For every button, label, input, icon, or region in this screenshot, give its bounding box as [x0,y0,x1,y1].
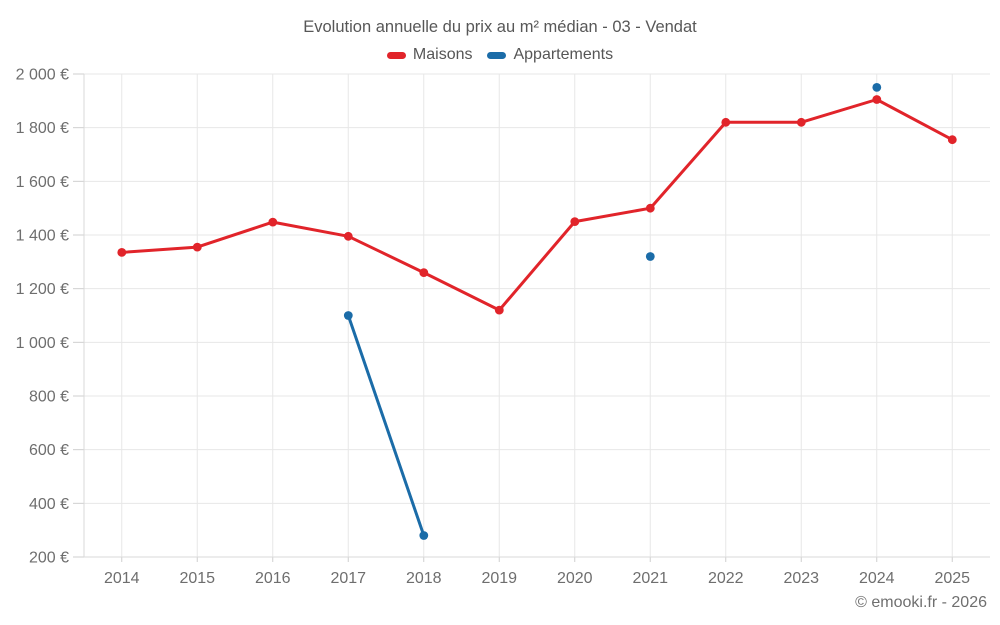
y-tick-label: 1 200 € [16,281,69,298]
data-point-maisons-2021[interactable] [645,203,655,213]
data-point-maisons-2024[interactable] [872,95,882,104]
legend: Maisons Appartements [0,46,1000,64]
data-point-maisons-2022[interactable] [721,117,731,127]
y-tick-label: 600 € [29,442,69,459]
y-tick-label: 1 400 € [16,228,69,245]
data-point-appartements-2018[interactable] [419,531,429,540]
data-point-appartements-2024[interactable] [872,83,882,92]
data-point-appartements-2017[interactable] [343,311,353,320]
x-tick-label: 2015 [179,570,215,587]
x-tick-label: 2021 [632,570,668,587]
y-tick-label: 1 600 € [16,174,69,191]
maisons-swatch-icon [386,51,406,59]
x-tick-label: 2017 [330,570,366,587]
x-tick-label: 2018 [406,570,442,587]
appartements-swatch-icon [487,51,507,59]
data-point-maisons-2019[interactable] [494,305,504,315]
chart-title: Evolution annuelle du prix au m² médian … [303,18,697,36]
data-point-maisons-2018[interactable] [419,268,429,277]
legend-item-maisons[interactable]: Maisons [386,46,473,64]
y-tick-label: 400 € [29,496,69,513]
copyright-credit: © emooki.fr - 2026 [855,594,987,611]
legend-item-appartements[interactable]: Appartements [487,46,613,64]
x-tick-label: 2019 [481,570,517,587]
data-point-maisons-2020[interactable] [570,217,580,227]
x-tick-label: 2014 [104,570,140,587]
series-line-appartements [348,87,877,535]
data-point-maisons-2016[interactable] [268,217,278,227]
legend-label-appartements: Appartements [513,46,614,63]
x-tick-label: 2024 [859,570,895,587]
data-point-maisons-2015[interactable] [192,242,202,252]
data-point-maisons-2017[interactable] [343,231,353,241]
legend-label-maisons: Maisons [412,46,473,63]
x-tick-label: 2023 [783,570,819,587]
y-tick-label: 2 000 € [16,67,69,84]
y-tick-label: 200 € [29,550,69,567]
y-tick-label: 1 800 € [16,120,69,137]
x-tick-label: 2025 [934,570,970,587]
y-tick-label: 1 000 € [16,335,69,352]
x-tick-label: 2022 [708,570,744,587]
data-point-maisons-2025[interactable] [947,135,957,145]
data-point-maisons-2023[interactable] [796,117,806,127]
series-line-maisons [120,98,954,312]
data-point-appartements-2021[interactable] [645,252,655,261]
data-point-maisons-2014[interactable] [117,248,127,257]
x-tick-label: 2016 [255,570,291,587]
x-tick-label: 2020 [557,570,593,587]
y-tick-label: 800 € [29,389,69,406]
